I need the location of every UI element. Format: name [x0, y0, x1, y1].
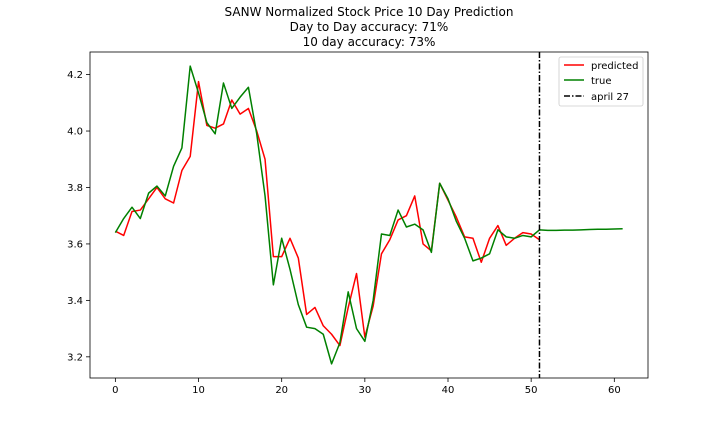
- y-tick-label: 3.2: [67, 352, 83, 363]
- legend: predicted true april 27: [558, 56, 644, 107]
- chart-title-line-2: Day to Day accuracy: 71%: [290, 20, 449, 34]
- y-tick-label: 3.6: [67, 239, 83, 250]
- chart-title-line-1: SANW Normalized Stock Price 10 Day Predi…: [225, 5, 514, 19]
- y-tick-label: 3.8: [67, 183, 83, 194]
- x-tick-label: 20: [275, 385, 288, 396]
- series-line-predicted: [115, 80, 540, 347]
- plot-frame: [89, 51, 649, 379]
- series-line-true: [114, 65, 623, 365]
- x-tick-label: 40: [442, 385, 455, 396]
- chart-title-line-3: 10 day accuracy: 73%: [303, 35, 436, 49]
- legend-label-april-27: april 27: [591, 92, 629, 103]
- y-tick-label: 4.2: [67, 70, 83, 81]
- x-tick-label: 0: [112, 385, 118, 396]
- x-tick-label: 60: [608, 385, 621, 396]
- series-layer: [114, 65, 623, 365]
- legend-box: [558, 56, 644, 107]
- y-tick-label: 3.4: [67, 296, 83, 307]
- x-tick-label: 30: [358, 385, 371, 396]
- legend-label-true: true: [591, 76, 612, 87]
- legend-label-predicted: predicted: [591, 61, 638, 72]
- y-tick-label: 4.0: [67, 127, 83, 138]
- axes-layer: 0 10 20 30 40 50 60 3.2 3.4 3.6 3.8 4.0 4.2: [67, 70, 621, 396]
- x-tick-label: 50: [525, 385, 538, 396]
- x-tick-label: 10: [192, 385, 205, 396]
